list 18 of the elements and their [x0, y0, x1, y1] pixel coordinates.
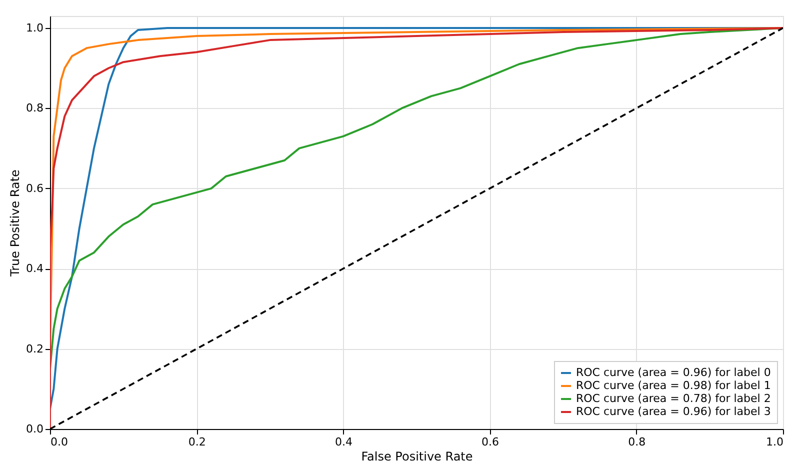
y-tick-label: 0.2 — [26, 342, 44, 356]
legend-label: ROC curve (area = 0.78) for label 2 — [576, 392, 771, 405]
legend-label: ROC curve (area = 0.96) for label 3 — [576, 405, 771, 418]
y-tick-label: 0.8 — [26, 102, 44, 115]
x-tick-label: 0.4 — [334, 436, 352, 448]
x-axis-title: False Positive Rate — [361, 450, 473, 464]
x-tick-label: 1.0 — [766, 436, 784, 448]
legend-label: ROC curve (area = 0.98) for label 1 — [576, 379, 771, 392]
y-tick-label: 1.0 — [26, 22, 44, 35]
x-tick-label: 0.0 — [50, 436, 68, 448]
y-tick-label: 0.4 — [26, 262, 44, 276]
x-tick-label: 0.6 — [482, 436, 500, 448]
y-axis-title: True Positive Rate — [8, 170, 22, 278]
x-tick-label: 0.8 — [628, 436, 646, 448]
x-tick-label: 0.2 — [188, 436, 206, 448]
legend-label: ROC curve (area = 0.96) for label 0 — [576, 366, 771, 379]
y-tick-label: 0.0 — [26, 422, 44, 436]
y-tick-label: 0.6 — [26, 182, 44, 195]
